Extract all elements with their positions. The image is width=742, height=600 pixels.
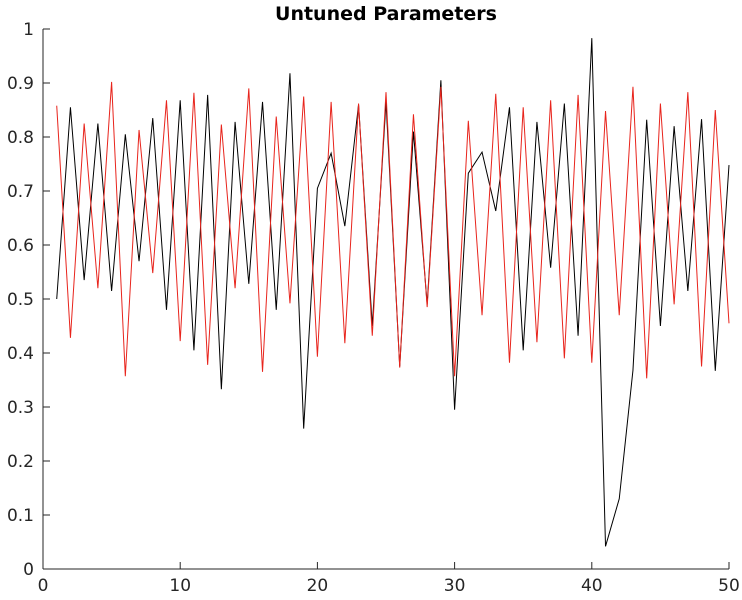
x-tick-label: 40 bbox=[581, 576, 603, 596]
x-tick-label: 0 bbox=[38, 576, 49, 596]
chart-title: Untuned Parameters bbox=[275, 3, 497, 25]
y-tick-label: 0.3 bbox=[7, 398, 34, 418]
y-tick-label: 0 bbox=[23, 560, 34, 580]
y-tick-label: 0.4 bbox=[7, 344, 34, 364]
y-tick-label: 0.1 bbox=[7, 506, 34, 526]
series-layer bbox=[56, 38, 730, 547]
y-tick-label: 1 bbox=[23, 20, 34, 40]
x-tick-label: 30 bbox=[444, 576, 466, 596]
y-tick-label: 0.8 bbox=[7, 128, 34, 148]
series-line-1 bbox=[56, 38, 730, 547]
y-tick-label: 0.7 bbox=[7, 182, 34, 202]
x-tick-label: 50 bbox=[718, 576, 740, 596]
x-tick-label: 10 bbox=[169, 576, 191, 596]
x-tick-label: 20 bbox=[307, 576, 329, 596]
y-tick-label: 0.9 bbox=[7, 74, 34, 94]
axes: 0 10 20 30 40 50 0 0.1 0.2 0.3 0.4 0.5 0.6 0.7 0.8 0.9 1 bbox=[7, 20, 740, 596]
y-tick-label: 0.6 bbox=[7, 236, 34, 256]
y-tick-label: 0.5 bbox=[7, 290, 34, 310]
series-line-2 bbox=[56, 81, 730, 379]
y-tick-label: 0.2 bbox=[7, 452, 34, 472]
